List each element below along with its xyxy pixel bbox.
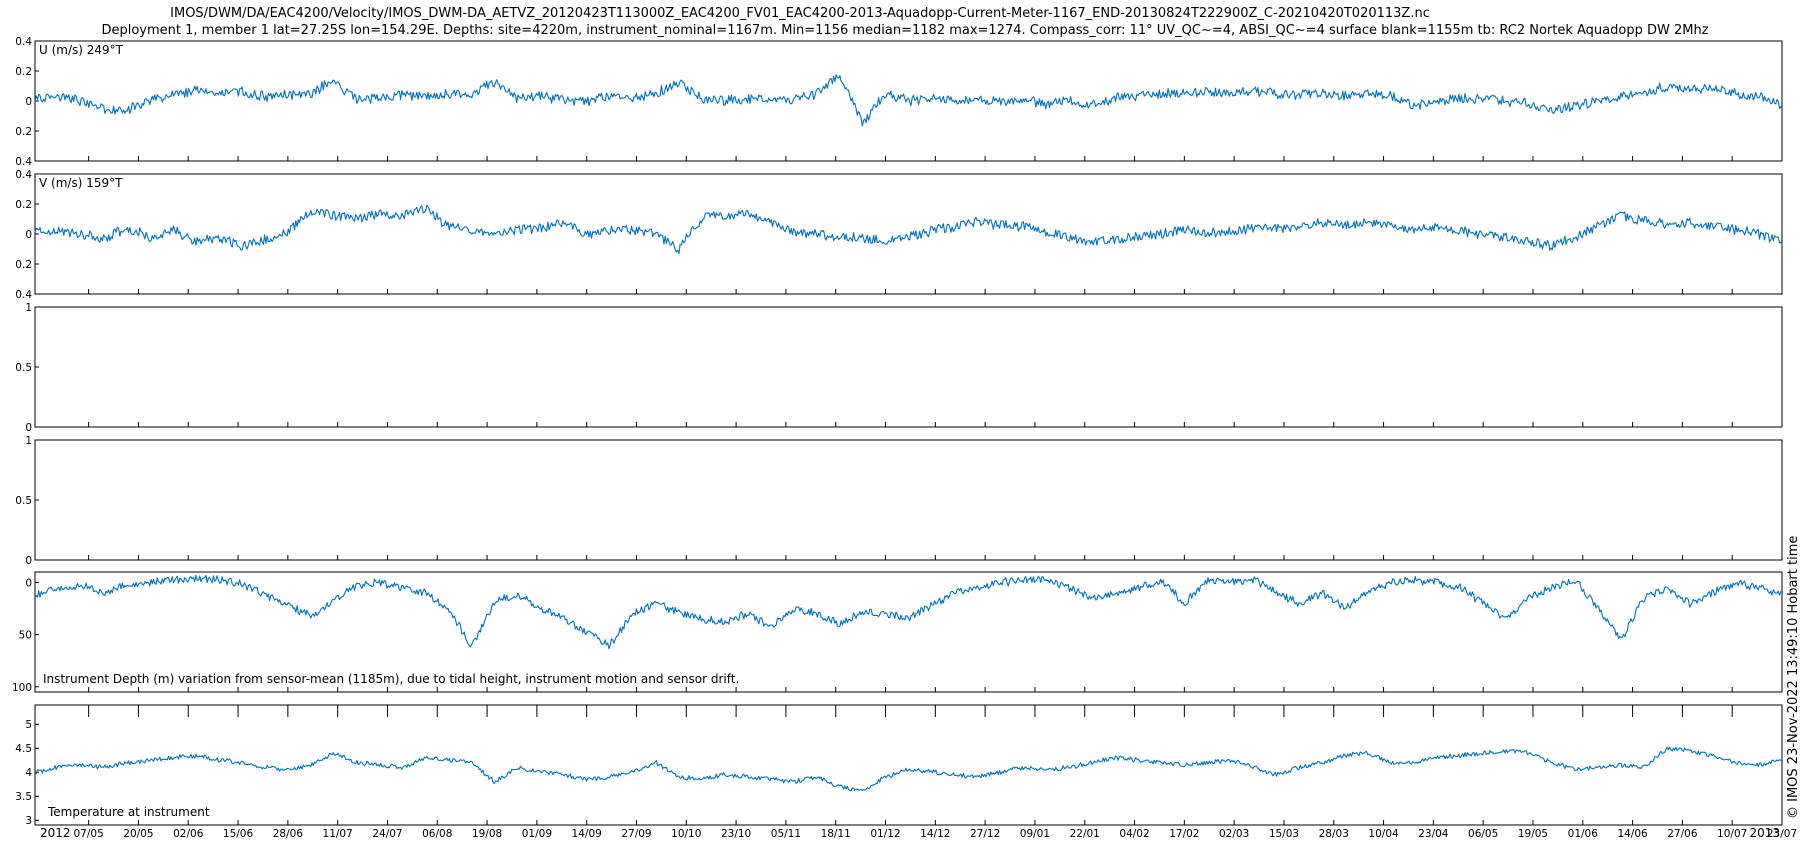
series-line [34,204,1783,255]
panel-label: U (m/s) 249°T [39,43,124,57]
y-tick-label: 0.4 [15,169,32,181]
x-tick-label: 11/07 [323,828,353,840]
x-tick-label: 19/05 [1518,828,1548,840]
y-tick-label: 0.4 [15,36,32,48]
y-tick-label: 0 [25,229,32,241]
x-tick-label: 01/06 [1568,828,1599,840]
panel-4: 10.50 [15,435,1783,567]
x-tick-label: 01/12 [870,828,900,840]
x-tick-label: 24/07 [372,828,402,840]
x-tick-label: 07/05 [74,828,104,840]
x-tick-label: 01/09 [522,828,552,840]
x-tick-label: 02/06 [173,828,204,840]
panel-frame [34,439,1783,561]
y-tick-label: 0 [25,422,32,434]
x-tick-label: 14/09 [572,828,602,840]
y-tick-label: 0.4 [15,156,32,168]
figure-title-line2: Deployment 1, member 1 lat=27.25S lon=15… [101,23,1708,38]
panel-label: Temperature at instrument [47,805,210,819]
y-tick-label: 5 [25,719,32,731]
figure-title-line1: IMOS/DWM/DA/EAC4200/Velocity/IMOS_DWM-DA… [170,6,1430,21]
x-tick-label: 04/02 [1119,828,1149,840]
x-tick-label: 06/05 [1468,828,1498,840]
y-tick-label: 0 [25,555,32,567]
x-tick-label: 10/10 [671,828,701,840]
y-tick-label: 4 [25,767,32,779]
y-tick-label: 0.5 [15,495,32,507]
y-tick-label: 0.5 [15,362,32,374]
panel-frame [34,704,1783,826]
series-line [34,574,1783,650]
x-tick-label: 28/06 [273,828,304,840]
x-tick-label: 14/06 [1617,828,1648,840]
x-tick-label: 02/03 [1219,828,1249,840]
y-tick-label: 50 [19,630,32,642]
x-year-start: 2012 [40,826,71,840]
y-tick-label: 1 [25,435,32,447]
y-tick-label: 0.2 [15,259,32,271]
y-tick-label: 0.2 [15,66,32,78]
x-tick-label: 10/07 [1717,828,1747,840]
x-tick-label: 27/12 [970,828,1000,840]
x-tick-label: 06/08 [422,828,452,840]
panel-frame [34,173,1783,295]
y-tick-label: 0.2 [15,126,32,138]
y-tick-label: 0.4 [15,289,32,301]
panel-2: 0.4 0.2 0 0.2 0.4 V (m/s) 159°T [15,169,1783,301]
x-tick-label: 27/06 [1667,828,1698,840]
x-tick-label: 23/04 [1418,828,1449,840]
series-line [34,746,1783,792]
panel-6: 5 4.5 4 3.5 3 Temperature at instrument [15,704,1783,827]
x-tick-label: 23/10 [721,828,751,840]
y-tick-label: 3.5 [15,791,32,803]
x-tick-label: 14/12 [920,828,950,840]
y-tick-label: 0 [25,96,32,108]
copyright-side-label: © IMOS 23-Nov-2022 13:49:10 Hobart time [1786,536,1800,819]
x-tick-label: 09/01 [1020,828,1050,840]
y-tick-label: 4.5 [15,743,32,755]
panel-3: 10.50 [15,302,1783,434]
x-tick-label: 20/05 [123,828,153,840]
panel-label: Instrument Depth (m) variation from sens… [43,672,739,686]
y-tick-label: 100 [12,682,32,694]
x-tick-label: 22/01 [1070,828,1100,840]
x-tick-label: 23/07 [1767,828,1797,840]
series-line [34,74,1783,127]
x-tick-label: 15/03 [1269,828,1299,840]
y-tick-label: 1 [25,302,32,314]
panel-frame [34,306,1783,428]
x-tick-label: 17/02 [1169,828,1199,840]
y-tick-label: 0 [25,577,32,589]
panel-5: 0 50 100 Instrument Depth (m) variation fro… [12,571,1783,694]
x-tick-label: 10/04 [1368,828,1399,840]
x-tick-label: 15/06 [223,828,254,840]
x-year-end: 2013 [1749,826,1780,840]
panel-frame [34,571,1783,693]
y-tick-label: 3 [25,815,32,827]
x-tick-label: 27/09 [621,828,651,840]
x-tick-label: 05/11 [771,828,801,840]
panel-label: V (m/s) 159°T [39,176,123,190]
x-tick-label: 28/03 [1319,828,1349,840]
x-tick-label: 19/08 [472,828,502,840]
panel-frame [34,40,1783,162]
x-tick-label: 18/11 [821,828,851,840]
y-tick-label: 0.2 [15,199,32,211]
panels: 0.4 0.2 0 0.2 0.4 U (m/s) 249°T 0.4 0.2 0 0.2 0.4 V… [12,36,1797,840]
panel-1: 0.4 0.2 0 0.2 0.4 U (m/s) 249°T [15,36,1783,168]
